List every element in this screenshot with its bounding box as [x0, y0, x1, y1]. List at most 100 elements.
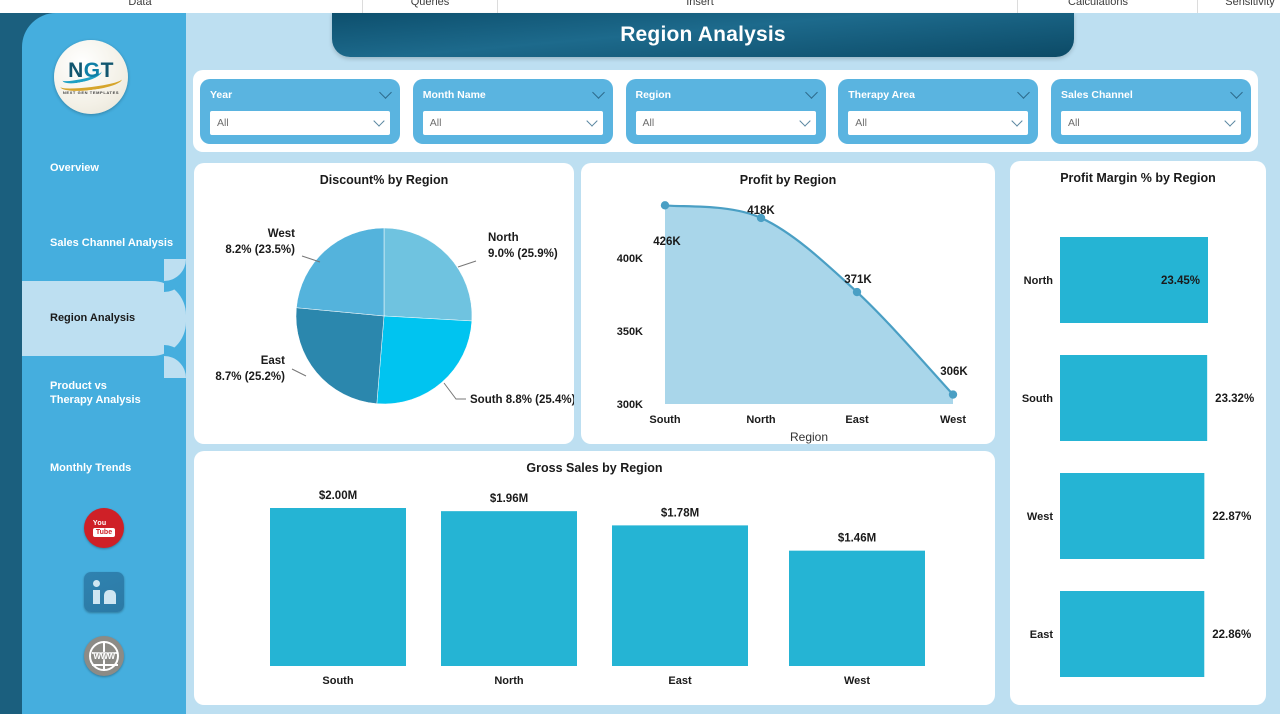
- ribbon-group-insert[interactable]: Insert: [686, 0, 714, 8]
- chart-label: South: [1022, 393, 1053, 405]
- pie-slice-north[interactable]: [383, 227, 473, 322]
- slicer-sales-channel[interactable]: Sales Channel All: [1051, 78, 1251, 144]
- slicer-dropdown[interactable]: All: [1061, 110, 1241, 135]
- slicer-header: Month Name: [423, 86, 605, 104]
- chart-label: $1.46M: [838, 533, 876, 545]
- chart-label: 371K: [844, 274, 872, 286]
- ribbon-group-data[interactable]: Data: [128, 0, 152, 8]
- website-icon-label: WWW: [93, 651, 115, 661]
- chart-title: Profit Margin % by Region: [1060, 171, 1216, 185]
- bar-south[interactable]: [270, 508, 406, 666]
- bar-north[interactable]: [441, 511, 577, 666]
- sidebar-item-label: Sales Channel Analysis: [50, 236, 174, 249]
- globe-icon: WWW: [89, 641, 119, 671]
- slicer-title: Sales Channel: [1061, 88, 1133, 101]
- ngt-logo: NGT NEXT GEN TEMPLATES: [54, 40, 128, 114]
- sidebar-item-overview[interactable]: Overview: [22, 131, 186, 206]
- gross-sales-by-region-card[interactable]: Gross Sales by Region $2.00M South $1.96M N…: [194, 451, 995, 705]
- data-point-south[interactable]: [660, 201, 670, 210]
- chevron-down-icon[interactable]: [798, 114, 811, 127]
- chart-label: West: [940, 414, 966, 426]
- chart-label: South: [649, 414, 680, 426]
- social-links: You Tube WWW: [22, 508, 186, 700]
- slicer-therapy-area[interactable]: Therapy Area All: [838, 78, 1039, 144]
- gross-sales-bar-chart[interactable]: $2.00M South $1.96M North $1.78M East $1.46M We…: [194, 451, 995, 705]
- data-point-north[interactable]: [756, 213, 766, 223]
- website-link[interactable]: WWW: [84, 636, 124, 676]
- bar-west[interactable]: [1060, 473, 1205, 559]
- chevron-down-icon[interactable]: [379, 86, 392, 99]
- chart-label: 23.45%: [1161, 275, 1200, 287]
- sidebar-item-sales-channel-analysis[interactable]: Sales Channel Analysis: [22, 206, 186, 281]
- slicer-dropdown[interactable]: All: [635, 110, 816, 135]
- slicer-title: Year: [210, 88, 233, 101]
- linkedin-icon-arc: [104, 590, 116, 604]
- website-icon: WWW: [84, 636, 124, 676]
- slicer-region[interactable]: Region All: [625, 78, 826, 144]
- linkedin-icon-stem: [93, 590, 100, 604]
- slicer-dropdown[interactable]: All: [422, 110, 603, 135]
- chevron-down-icon[interactable]: [1224, 114, 1236, 127]
- chart-label: South: [322, 675, 353, 687]
- chart-label: North: [1024, 275, 1054, 287]
- ribbon-group-queries[interactable]: Queries: [410, 0, 450, 8]
- data-point-east[interactable]: [852, 287, 862, 297]
- ribbon-group-calculations[interactable]: Calculations: [1068, 0, 1128, 8]
- slicer-title: Therapy Area: [848, 88, 915, 101]
- slicer-dropdown[interactable]: All: [848, 110, 1029, 135]
- chart-label: North: [494, 675, 524, 687]
- chart-label: $1.96M: [490, 493, 528, 505]
- linkedin-link[interactable]: [84, 572, 124, 612]
- sidebar-item-monthly-trends[interactable]: Monthly Trends: [22, 431, 186, 506]
- profit-margin-bar-chart[interactable]: North 23.45% South 23.32% West 22.87% East 22.8…: [1010, 161, 1266, 705]
- chart-label: 400K: [617, 253, 643, 265]
- chevron-down-icon[interactable]: [1230, 86, 1243, 99]
- slicer-bar: Year All Month Name All Region: [193, 70, 1258, 152]
- pie-slice-south[interactable]: [376, 315, 473, 405]
- sidebar-item-region-analysis[interactable]: Region Analysis: [22, 259, 186, 378]
- chevron-down-icon[interactable]: [804, 86, 818, 99]
- linkedin-icon: [84, 572, 124, 612]
- slicer-value: All: [429, 116, 442, 129]
- chevron-down-icon[interactable]: [1011, 114, 1023, 127]
- slicer-value: All: [642, 116, 655, 129]
- chart-label: East: [1030, 629, 1054, 641]
- chart-label: West: [1027, 511, 1053, 523]
- data-point-west[interactable]: [948, 390, 958, 399]
- slicer-dropdown[interactable]: All: [210, 110, 390, 135]
- linkedin-icon-dot: [93, 580, 100, 587]
- bar-east[interactable]: [612, 525, 748, 666]
- powerbi-ribbon: Data Queries Insert Calculations Sensiti…: [0, 0, 1280, 14]
- pie-slice-east[interactable]: [295, 307, 385, 404]
- bar-west[interactable]: [789, 550, 925, 666]
- logo-mark: NGT: [68, 58, 114, 82]
- chevron-down-icon[interactable]: [586, 114, 598, 127]
- bar-east[interactable]: [1060, 591, 1205, 677]
- bar-south[interactable]: [1060, 355, 1208, 441]
- profit-margin-by-region-card[interactable]: Profit Margin % by Region North 23.45% Sou…: [1010, 161, 1266, 705]
- slicer-month-name[interactable]: Month Name All: [412, 78, 613, 144]
- sidebar-item-product-vs-therapy-analysis[interactable]: Product vs Therapy Analysis: [22, 356, 186, 431]
- chevron-down-icon[interactable]: [373, 114, 385, 127]
- chart-title: Gross Sales by Region: [526, 461, 663, 475]
- slicer-value: All: [1068, 116, 1080, 129]
- chart-label: $1.78M: [661, 507, 699, 519]
- ribbon-group-sensitivity[interactable]: Sensitivity: [1225, 0, 1275, 8]
- page-header-banner: Region Analysis: [332, 13, 1074, 57]
- area-fill: [665, 205, 953, 404]
- bar-north[interactable]: [1060, 237, 1208, 323]
- sidebar-item-label: Product vs Therapy Analysis: [50, 379, 141, 406]
- profit-by-region-card[interactable]: Profit by Region 426K 418K 371K 306K 300K 350…: [581, 163, 995, 444]
- chevron-down-icon[interactable]: [591, 86, 605, 99]
- profit-area-chart[interactable]: 426K 418K 371K 306K 300K 350K 400K South North Ea…: [581, 163, 995, 444]
- youtube-link[interactable]: You Tube: [84, 508, 124, 548]
- pie-slice-west[interactable]: [296, 227, 385, 317]
- chart-label: 23.32%: [1215, 393, 1254, 405]
- chart-label: 426K: [653, 236, 681, 248]
- discount-pie-chart[interactable]: North 9.0% (25.9%) South 8.8% (25.4%) East 8…: [194, 163, 574, 444]
- slicer-year[interactable]: Year All: [200, 78, 400, 144]
- discount-by-region-card[interactable]: Discount% by Region North 9.0% (25.9%) Sou…: [194, 163, 574, 444]
- chevron-down-icon[interactable]: [1017, 86, 1031, 99]
- sidebar-item-label: Overview: [50, 161, 99, 174]
